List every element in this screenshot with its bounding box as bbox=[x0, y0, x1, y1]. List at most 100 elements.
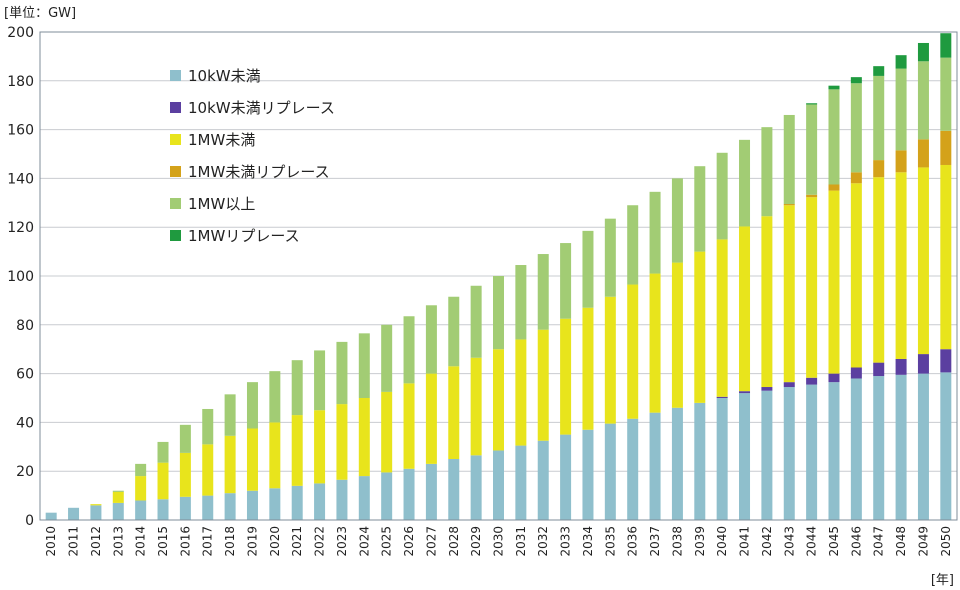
x-tick-label: 2048 bbox=[894, 526, 908, 557]
bar-segment bbox=[381, 324, 393, 392]
x-tick-label: 2046 bbox=[849, 526, 863, 557]
y-tick-label: 200 bbox=[7, 25, 34, 41]
bar-segment bbox=[68, 507, 80, 520]
bar-segment bbox=[493, 349, 504, 451]
bar-segment bbox=[627, 284, 639, 419]
bar-segment bbox=[112, 491, 124, 503]
bar-segment bbox=[806, 377, 818, 385]
bar-segment bbox=[895, 150, 907, 173]
bar-segment bbox=[45, 512, 57, 520]
bar-segment bbox=[90, 505, 102, 520]
bar-segment bbox=[850, 77, 862, 84]
x-tick-label: 2022 bbox=[313, 526, 327, 557]
y-tick-label: 80 bbox=[16, 318, 34, 334]
bar-segment bbox=[515, 339, 527, 446]
x-tick-label: 2031 bbox=[514, 526, 528, 557]
bar-segment bbox=[828, 373, 840, 383]
bar-segment bbox=[582, 429, 594, 520]
bar-segment bbox=[224, 435, 236, 494]
bar-segment bbox=[448, 296, 460, 367]
x-tick-label: 2017 bbox=[201, 526, 215, 557]
bar-segment bbox=[224, 394, 236, 436]
bar-segment bbox=[716, 152, 728, 240]
bar-segment bbox=[470, 455, 482, 520]
legend-swatch bbox=[170, 102, 181, 113]
bar-segment bbox=[917, 354, 929, 374]
bar-segment bbox=[604, 296, 616, 424]
bar-segment bbox=[895, 358, 907, 375]
x-tick-label: 2033 bbox=[559, 526, 573, 557]
x-tick-label: 2047 bbox=[872, 526, 886, 557]
legend: 10kW未満 10kW未満リプレース 1MW未満 1MW未満リプレース 1MW以上 1MW… bbox=[170, 67, 335, 245]
bar-segment bbox=[917, 42, 929, 62]
bar-segment bbox=[873, 362, 885, 377]
bar-segment bbox=[761, 127, 773, 217]
y-tick-label: 0 bbox=[25, 513, 34, 529]
bar-segment bbox=[739, 226, 751, 392]
unit-label: [単位：GW] bbox=[4, 6, 77, 21]
bar-segment bbox=[582, 230, 594, 308]
x-tick-label: 2013 bbox=[111, 526, 125, 557]
bar-segment bbox=[269, 371, 281, 423]
bar-segment bbox=[291, 360, 303, 416]
bar-segment bbox=[671, 407, 683, 520]
bar-segment bbox=[917, 167, 929, 355]
bar-segment bbox=[917, 139, 929, 168]
bar-segment bbox=[895, 172, 907, 359]
bar-segment bbox=[873, 177, 885, 363]
bar-segment bbox=[828, 89, 840, 185]
bar-segment bbox=[560, 434, 572, 520]
bar-segment bbox=[224, 493, 236, 520]
bars bbox=[45, 33, 952, 520]
y-tick-label: 180 bbox=[7, 74, 34, 90]
bar-segment bbox=[828, 184, 840, 191]
x-tick-label: 2011 bbox=[67, 526, 81, 557]
legend-label: 1MWリプレース bbox=[188, 227, 300, 245]
bar-segment bbox=[873, 160, 885, 178]
y-tick-label: 100 bbox=[7, 269, 34, 285]
bar-segment bbox=[940, 372, 952, 520]
bar-segment bbox=[336, 404, 348, 480]
bar-segment bbox=[358, 398, 370, 477]
x-tick-label: 2012 bbox=[89, 526, 103, 557]
y-tick-label: 120 bbox=[7, 220, 34, 236]
bar-segment bbox=[314, 410, 326, 484]
bar-segment bbox=[783, 114, 795, 205]
bar-segment bbox=[783, 205, 795, 383]
bar-segment bbox=[246, 428, 258, 491]
bar-segment bbox=[202, 495, 214, 520]
bar-segment bbox=[850, 83, 862, 173]
bar-segment bbox=[940, 349, 952, 373]
x-tick-label: 2042 bbox=[760, 526, 774, 557]
bar-segment bbox=[493, 276, 504, 350]
bar-segment bbox=[179, 424, 191, 453]
x-tick-label: 2038 bbox=[670, 526, 684, 557]
bar-segment bbox=[671, 178, 683, 263]
bar-segment bbox=[694, 402, 706, 520]
bar-segment bbox=[694, 251, 706, 403]
bar-segment bbox=[157, 499, 169, 520]
bar-segment bbox=[716, 239, 728, 397]
legend-label: 1MW未満 bbox=[188, 131, 255, 149]
x-tick-label: 2050 bbox=[939, 526, 953, 557]
bar-segment bbox=[604, 218, 616, 297]
bar-segment bbox=[314, 483, 326, 520]
bar-segment bbox=[381, 391, 393, 473]
bar-segment bbox=[850, 183, 862, 368]
bar-segment bbox=[112, 502, 124, 520]
bar-segment bbox=[627, 205, 639, 285]
bar-segment bbox=[515, 265, 527, 340]
bar-segment bbox=[560, 318, 572, 435]
legend-swatch bbox=[170, 230, 181, 241]
plot-frame bbox=[39, 31, 958, 521]
bar-segment bbox=[202, 444, 214, 496]
bar-segment bbox=[157, 462, 169, 500]
bar-segment bbox=[537, 440, 549, 520]
bar-segment bbox=[940, 164, 952, 350]
bar-segment bbox=[649, 412, 661, 520]
x-tick-label: 2026 bbox=[402, 526, 416, 557]
bar-segment bbox=[560, 243, 572, 319]
bar-segment bbox=[739, 139, 751, 227]
bar-segment bbox=[425, 373, 437, 464]
bar-segment bbox=[448, 459, 460, 520]
